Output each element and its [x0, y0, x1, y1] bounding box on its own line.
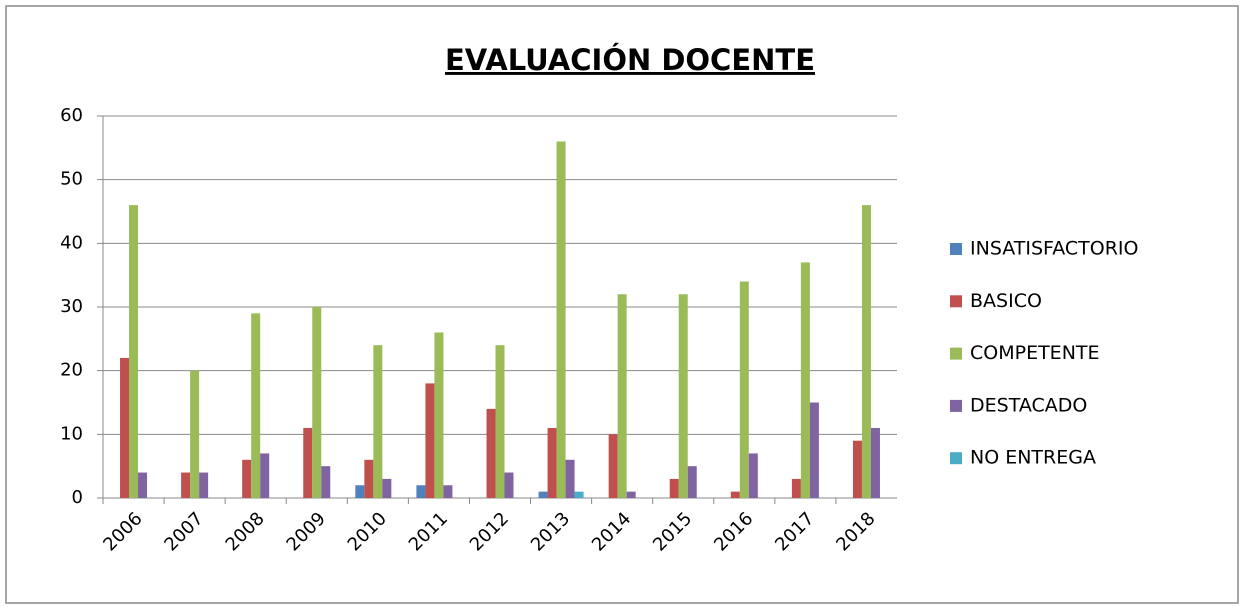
bar — [791, 478, 801, 498]
bar — [800, 262, 810, 498]
bar — [556, 141, 566, 498]
bar — [495, 345, 505, 498]
chart-title: EVALUACIÓN DOCENTE — [445, 43, 815, 77]
bar — [730, 491, 740, 498]
bar — [547, 427, 557, 498]
legend-label: INSATISFACTORIO — [970, 238, 1138, 260]
bar — [434, 332, 444, 498]
bar — [120, 357, 130, 498]
bar — [870, 427, 880, 498]
y-tick-label: 10 — [60, 423, 83, 444]
bar — [574, 491, 584, 498]
legend-swatch — [950, 399, 962, 412]
bar — [626, 491, 636, 498]
bar — [138, 472, 148, 498]
bar — [538, 491, 548, 498]
bar — [382, 478, 392, 498]
legend-label: COMPETENTE — [970, 342, 1100, 364]
bar — [199, 472, 209, 498]
bar — [425, 383, 435, 498]
bar — [190, 370, 200, 498]
bar — [321, 466, 331, 498]
bar — [260, 453, 270, 498]
legend-label: BASICO — [970, 290, 1042, 312]
bar — [181, 472, 191, 498]
y-tick-label: 60 — [60, 105, 83, 126]
legend-label: NO ENTREGA — [970, 447, 1096, 469]
bar — [504, 472, 514, 498]
bar — [678, 294, 688, 498]
legend-swatch — [950, 452, 962, 465]
bar — [608, 434, 618, 498]
bar — [303, 427, 313, 498]
bar — [861, 205, 871, 498]
legend-swatch — [950, 347, 962, 360]
y-tick-label: 50 — [60, 169, 83, 190]
bar — [486, 408, 496, 498]
bar — [617, 294, 627, 498]
bar — [852, 440, 862, 498]
bar — [129, 205, 139, 498]
bar — [739, 281, 749, 498]
bar — [373, 345, 383, 498]
y-tick-label: 30 — [60, 296, 83, 317]
bar — [443, 485, 453, 498]
bar — [355, 485, 365, 498]
bar — [565, 459, 575, 498]
bar — [669, 478, 679, 498]
legend-swatch — [950, 295, 962, 308]
y-tick-label: 40 — [60, 232, 83, 253]
bar — [312, 307, 322, 498]
y-tick-label: 20 — [60, 360, 83, 381]
bar — [809, 402, 819, 498]
bar — [242, 459, 252, 498]
bar — [251, 313, 261, 498]
legend-swatch — [950, 243, 962, 255]
bar — [748, 453, 758, 498]
y-tick-label: 0 — [72, 487, 83, 508]
legend-label: DESTACADO — [970, 394, 1087, 416]
bar — [364, 459, 374, 498]
bar — [416, 485, 426, 498]
bar — [687, 466, 697, 498]
